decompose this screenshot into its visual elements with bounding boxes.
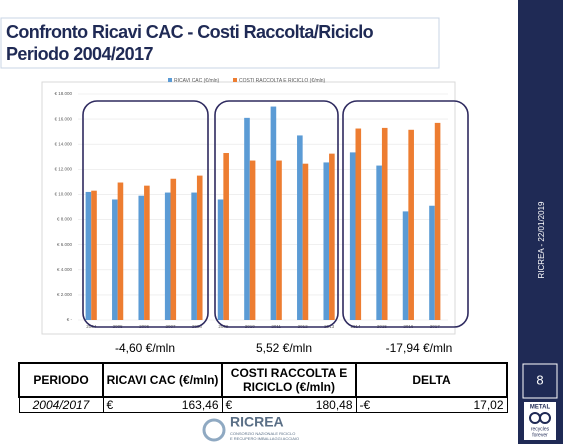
amount: 17,02 bbox=[473, 398, 504, 412]
annotation: 5,52 €/mln bbox=[256, 341, 312, 355]
bar bbox=[91, 190, 97, 320]
sidebar bbox=[518, 0, 563, 444]
bar bbox=[164, 192, 171, 320]
amount: 163,46 bbox=[181, 398, 219, 412]
currency: -€ bbox=[359, 398, 371, 412]
y-tick-label: € - bbox=[67, 317, 73, 322]
header-row: PERIODO RICAVI CAC (€/mln) COSTI RACCOLT… bbox=[18, 362, 508, 398]
y-tick-label: € 18.000 bbox=[54, 91, 72, 96]
header-cell: DELTA bbox=[355, 362, 508, 398]
bar bbox=[144, 185, 150, 320]
bar bbox=[223, 153, 229, 320]
badge-text: METAL bbox=[530, 405, 551, 411]
bar bbox=[355, 128, 362, 320]
bar bbox=[276, 160, 282, 320]
cell: €163,46 bbox=[102, 396, 223, 413]
bar bbox=[429, 205, 435, 320]
cell: €180,48 bbox=[221, 396, 357, 413]
title: Confronto Ricavi CAC - Costi Raccolta/Ri… bbox=[6, 21, 374, 65]
sidebar-date: RICREA - 22/01/2019 bbox=[537, 201, 546, 278]
plot: € - € 2.000 € 4.000 € 6.000 € 8.000 € 10.000 €… bbox=[54, 78, 448, 329]
bar bbox=[170, 178, 177, 320]
bar bbox=[244, 117, 250, 320]
page-number: 8 bbox=[536, 372, 543, 387]
badge-icon bbox=[539, 412, 551, 424]
y-tick-label: € 6.000 bbox=[57, 242, 73, 247]
y-tick-label: € 2.000 bbox=[57, 292, 73, 297]
bar bbox=[112, 199, 118, 320]
header-cell: RICAVI CAC (€/mln) bbox=[102, 362, 223, 398]
bar bbox=[191, 192, 197, 320]
currency: € bbox=[106, 398, 114, 412]
legend-swatch bbox=[168, 78, 172, 82]
cell: 2004/2017 bbox=[18, 396, 104, 413]
bar bbox=[302, 163, 309, 320]
bar bbox=[249, 160, 256, 320]
page-box bbox=[522, 363, 558, 399]
y-tick-label: € 16.000 bbox=[54, 116, 72, 121]
header-cell: PERIODO bbox=[18, 362, 104, 398]
y-tick-label: € 4.000 bbox=[57, 267, 73, 272]
bar bbox=[297, 135, 303, 320]
cell: -€ 17,02 bbox=[355, 396, 508, 413]
legend-label: COSTI RACCOLTA E RICICLO (€/mln) bbox=[239, 78, 326, 84]
currency: € bbox=[225, 398, 233, 412]
legend-label: RICAVI CAC (€/mln) bbox=[174, 78, 220, 84]
logo-icon bbox=[202, 418, 226, 442]
bar bbox=[85, 191, 92, 320]
header-cell: COSTI RACCOLTA E RICICLO (€/mln) bbox=[221, 362, 357, 398]
bar bbox=[196, 175, 203, 320]
y-tick-label: € 8.000 bbox=[57, 217, 73, 222]
y-tick-label: € 10.000 bbox=[54, 192, 72, 197]
group-box bbox=[82, 100, 209, 328]
logo: RICREA bbox=[230, 414, 284, 430]
group-box bbox=[214, 100, 339, 328]
annotation: -4,60 €/mln bbox=[115, 341, 175, 355]
badge-text: recycles bbox=[531, 426, 550, 432]
bar bbox=[217, 199, 224, 320]
bar bbox=[434, 122, 441, 320]
bar bbox=[117, 182, 124, 320]
logo-sub: CONSORZIO NAZIONALE RICICLO bbox=[230, 431, 295, 436]
badge-text: forever bbox=[532, 432, 548, 438]
data-row: 2004/2017 €163,46 €180,48 -€ 17,02 bbox=[18, 396, 508, 413]
title-line: Confronto Ricavi CAC - Costi Raccolta/Ri… bbox=[6, 22, 374, 42]
amount: 180,48 bbox=[315, 398, 353, 412]
bar bbox=[323, 162, 330, 320]
bar bbox=[329, 153, 335, 320]
bar bbox=[402, 211, 409, 320]
group-box bbox=[342, 100, 469, 328]
bar bbox=[349, 152, 356, 320]
bar bbox=[376, 165, 382, 320]
title-line: Periodo 2004/2017 bbox=[6, 44, 154, 64]
y-tick-label: € 14.000 bbox=[54, 141, 72, 146]
bar bbox=[408, 129, 414, 320]
bar bbox=[138, 195, 145, 320]
annotation: -17,94 €/mln bbox=[386, 341, 453, 355]
y-tick-label: € 12.000 bbox=[54, 167, 72, 172]
summary-table: PERIODO RICAVI CAC (€/mln) COSTI RACCOLT… bbox=[18, 362, 508, 413]
bar bbox=[381, 127, 388, 321]
legend-swatch bbox=[233, 78, 237, 82]
logo-sub: E RECUPERO IMBALLAGGI ACCIAIO bbox=[230, 436, 299, 441]
title-box bbox=[0, 17, 440, 69]
bar bbox=[270, 106, 277, 320]
